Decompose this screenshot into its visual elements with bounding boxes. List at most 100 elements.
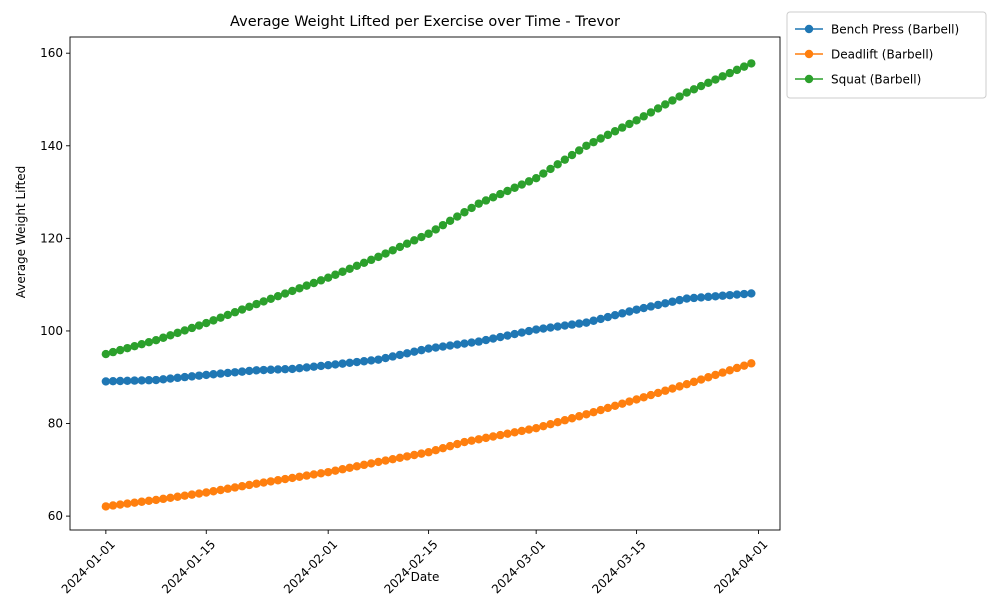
data-point — [374, 252, 383, 262]
data-point — [675, 382, 684, 391]
data-point — [108, 377, 118, 386]
data-point — [546, 323, 555, 332]
data-point — [367, 255, 376, 265]
data-point — [481, 196, 491, 205]
series-line-2 — [105, 362, 752, 508]
legend-label: Deadlift (Barbell) — [831, 48, 933, 62]
data-point — [632, 305, 641, 314]
data-point — [273, 365, 283, 374]
data-point — [216, 485, 225, 495]
x-axis-label: Date — [411, 570, 440, 584]
data-point — [453, 439, 462, 449]
data-point — [180, 326, 189, 335]
data-point — [488, 193, 498, 202]
data-point — [546, 419, 555, 429]
data-point — [137, 376, 146, 385]
data-point — [381, 456, 390, 465]
data-point — [424, 448, 433, 457]
data-point — [130, 376, 139, 385]
data-point — [116, 500, 125, 509]
data-point — [388, 246, 397, 255]
data-point — [101, 377, 111, 386]
data-point — [431, 445, 440, 455]
data-point — [431, 225, 440, 234]
data-point — [209, 487, 218, 496]
data-point — [589, 316, 598, 325]
data-point — [194, 489, 204, 498]
data-point — [395, 350, 405, 360]
data-point — [453, 340, 462, 349]
data-point — [467, 203, 476, 213]
data-point — [166, 331, 175, 340]
data-point — [108, 501, 118, 510]
data-point — [618, 123, 627, 132]
data-point — [417, 345, 426, 355]
data-point — [101, 502, 111, 511]
data-point — [159, 375, 168, 384]
data-point — [288, 286, 297, 296]
data-point — [553, 322, 562, 331]
x-tick-label: 2024-01-01 — [59, 537, 118, 596]
data-point — [704, 78, 713, 88]
data-point — [531, 325, 541, 334]
data-point — [331, 270, 340, 279]
data-point — [266, 365, 276, 374]
data-point — [661, 100, 670, 109]
y-tick-label: 160 — [40, 46, 63, 60]
data-point — [610, 311, 620, 320]
data-point — [689, 85, 699, 94]
data-point — [517, 328, 527, 337]
data-point — [610, 127, 620, 136]
data-point — [639, 303, 648, 313]
data-point — [747, 289, 756, 298]
data-point — [187, 490, 197, 499]
data-point — [323, 467, 333, 477]
data-point — [445, 216, 455, 226]
data-point — [503, 331, 512, 340]
data-point — [639, 393, 648, 402]
data-point — [653, 104, 663, 113]
data-point — [273, 291, 283, 301]
data-point — [696, 81, 706, 91]
data-point — [259, 478, 268, 487]
data-point — [187, 372, 197, 381]
data-point — [732, 290, 742, 299]
data-point — [589, 137, 598, 147]
data-point — [309, 470, 319, 479]
data-point — [460, 339, 469, 348]
data-point — [488, 334, 498, 343]
data-point — [359, 357, 369, 366]
data-point — [517, 426, 527, 436]
data-point — [474, 199, 483, 208]
data-point — [395, 242, 405, 252]
x-tick-label: 2024-02-15 — [381, 537, 440, 596]
data-point — [481, 433, 491, 443]
data-point — [302, 281, 311, 290]
data-point — [496, 189, 505, 199]
data-point — [596, 314, 605, 324]
data-point — [266, 294, 276, 304]
data-point — [725, 366, 734, 375]
data-point — [316, 361, 326, 371]
data-point — [116, 376, 125, 386]
data-point — [295, 363, 304, 373]
data-point — [618, 399, 627, 408]
data-point — [144, 376, 154, 385]
data-point — [567, 150, 577, 160]
data-point — [108, 347, 118, 357]
data-point — [159, 494, 168, 504]
data-point — [230, 368, 240, 377]
x-tick-label: 2024-01-15 — [159, 537, 218, 596]
data-point — [653, 388, 663, 398]
data-point — [173, 373, 182, 383]
data-point — [395, 453, 405, 462]
data-point — [488, 432, 498, 441]
data-point — [410, 347, 419, 356]
data-point — [417, 449, 426, 458]
data-point — [194, 321, 204, 330]
data-point — [144, 337, 154, 347]
data-point — [582, 318, 591, 327]
data-point — [331, 466, 340, 475]
data-point — [711, 292, 720, 301]
data-point — [173, 492, 182, 501]
